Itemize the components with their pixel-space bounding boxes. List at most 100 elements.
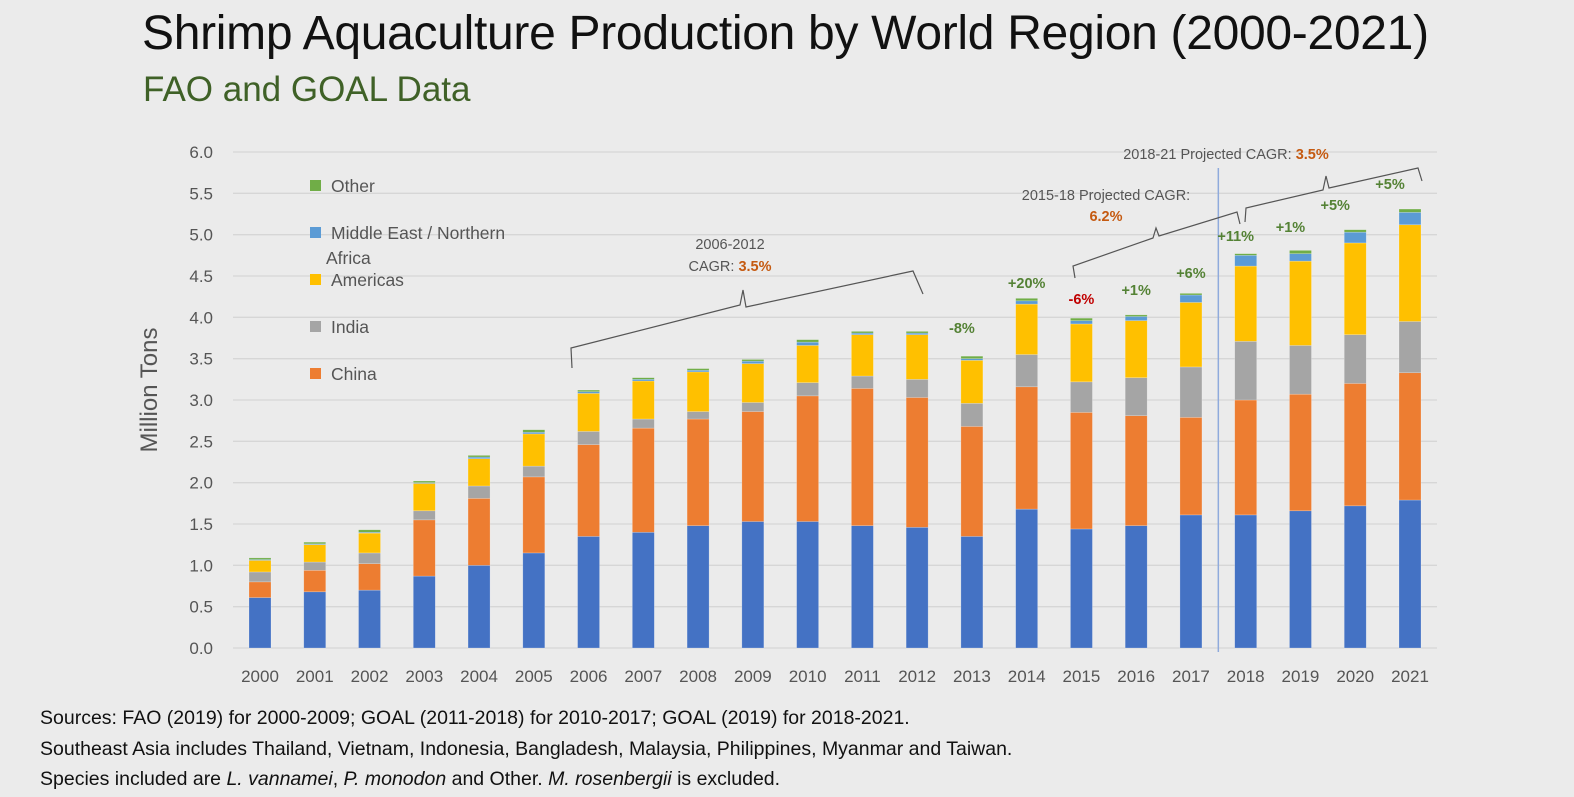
bar-segment-china <box>796 395 819 522</box>
x-tick-label: 2014 <box>1008 667 1046 686</box>
notes-species-text: and Other. <box>446 768 549 790</box>
legend-label: India <box>331 317 369 337</box>
bar-segment-middle-east-northern-africa <box>1070 320 1093 325</box>
notes-southeast-asia: Southeast Asia includes Thailand, Vietna… <box>40 737 1013 760</box>
bar-segment-china <box>905 397 929 528</box>
yoy-change-label: +20% <box>1008 276 1046 292</box>
species-name: L. vannamei <box>226 768 333 790</box>
bar-segment-southeast-asia <box>412 575 436 649</box>
bar-stack <box>686 368 710 649</box>
x-axis-ticks: 2000 2001 2002 2003 2004 2005 2006 2007 2008 2009… <box>241 667 1429 686</box>
brace-2018-2021 <box>1244 167 1423 223</box>
bar-segment-other <box>1398 208 1422 213</box>
x-tick-label: 2012 <box>898 667 936 686</box>
cagr-2006-2012-title: 2006-2012 <box>695 237 764 253</box>
legend-label: Other <box>331 176 375 196</box>
yoy-change-label: -6% <box>1069 292 1095 308</box>
bar-segment-india <box>303 561 327 571</box>
bar-segment-india <box>412 510 436 521</box>
bar-segment-southeast-asia <box>522 552 546 649</box>
bar-stack <box>1343 229 1367 649</box>
bar-segment-americas <box>1343 242 1367 335</box>
bar-segment-china <box>1289 393 1312 512</box>
bar-segment-china <box>1179 417 1203 516</box>
bar-segment-americas <box>1234 265 1258 342</box>
bar-segment-middle-east-northern-africa <box>1234 255 1258 267</box>
x-tick-label: 2004 <box>460 667 498 686</box>
bar-segment-other <box>1179 293 1203 296</box>
bar-segment-china <box>1124 415 1148 526</box>
x-tick-label: 2021 <box>1391 667 1429 686</box>
bar-segment-other <box>632 377 655 380</box>
x-tick-label: 2000 <box>241 667 279 686</box>
bar-segment-southeast-asia <box>1289 510 1312 649</box>
bar-segment-southeast-asia <box>1015 508 1038 649</box>
bar-segment-southeast-asia <box>248 597 272 649</box>
bar-segment-southeast-asia <box>1398 499 1422 649</box>
yoy-labels: -8% +20% -6% +1% +6% +11% +1% +5% +5% <box>949 177 1405 337</box>
bar-segment-india <box>522 465 546 478</box>
bar-segment-americas <box>522 433 546 467</box>
cagr-2006-2012-label: CAGR: 3.5% <box>688 259 771 275</box>
bar-segment-india <box>1070 381 1093 413</box>
y-tick-label: 5.0 <box>189 226 213 245</box>
bar-segment-middle-east-northern-africa <box>851 332 874 335</box>
x-tick-label: 2011 <box>844 667 881 686</box>
x-tick-label: 2009 <box>734 667 772 686</box>
notes-species: Species included are L. vannamei, P. mon… <box>40 764 1012 795</box>
bar-segment-middle-east-northern-africa <box>1289 253 1312 262</box>
bar-segment-china <box>741 411 765 522</box>
annotations: 2006-2012 CAGR: 3.5% 2015-18 Projected CAG… <box>570 147 1423 652</box>
cagr-2015-2018-title: 2015-18 Projected CAGR: <box>1022 188 1190 204</box>
y-tick-label: 3.5 <box>189 350 213 369</box>
bar-segment-india <box>1179 366 1203 418</box>
bar-segment-other <box>1070 317 1093 321</box>
bar-segment-americas <box>1070 323 1093 383</box>
bar-segment-southeast-asia <box>960 536 984 649</box>
x-tick-label: 2019 <box>1282 667 1320 686</box>
bar-segment-china <box>1234 399 1258 516</box>
bar-segment-other <box>412 480 436 483</box>
bar-segment-china <box>1343 383 1367 507</box>
bar-segment-americas <box>248 560 272 573</box>
bar-segment-southeast-asia <box>1234 514 1258 649</box>
bar-segment-americas <box>1015 303 1038 355</box>
bar-segment-southeast-asia <box>467 565 491 649</box>
bar-segment-southeast-asia <box>577 536 600 649</box>
x-tick-label: 2002 <box>351 667 389 686</box>
bar-segment-americas <box>1398 224 1422 322</box>
bar-segment-middle-east-northern-africa <box>905 332 929 335</box>
yoy-change-label: -8% <box>949 321 975 337</box>
legend-label-continued: Africa <box>326 248 371 268</box>
y-tick-label: 5.5 <box>189 184 213 203</box>
bar-stack <box>1289 250 1312 649</box>
legend-swatch <box>310 321 321 332</box>
bar-segment-southeast-asia <box>1343 505 1367 649</box>
bar-segment-other <box>960 355 984 359</box>
bar-stack <box>1070 317 1093 649</box>
x-tick-label: 2020 <box>1336 667 1374 686</box>
legend-swatch <box>310 227 321 238</box>
bar-segment-americas <box>1179 302 1203 368</box>
x-tick-label: 2016 <box>1117 667 1155 686</box>
y-tick-label: 0.5 <box>189 598 213 617</box>
bar-segment-americas <box>358 532 381 554</box>
source-notes: Sources: FAO (2019) for 2000-2009; GOAL … <box>40 703 1012 795</box>
y-tick-label: 2.5 <box>189 432 213 451</box>
yoy-change-label: +5% <box>1375 177 1405 193</box>
bar-segment-americas <box>905 334 929 380</box>
bar-segment-other <box>686 368 710 371</box>
bar-segment-americas <box>686 371 710 412</box>
bar-segment-china <box>632 427 655 533</box>
bar-segment-southeast-asia <box>1179 514 1203 649</box>
bar-stack <box>632 377 655 649</box>
bar-segment-middle-east-northern-africa <box>1343 231 1367 244</box>
bar-segment-other <box>358 529 381 533</box>
bar-stack <box>796 339 819 649</box>
x-tick-label: 2003 <box>405 667 443 686</box>
y-tick-label: 4.5 <box>189 267 213 286</box>
legend-swatch <box>310 274 321 285</box>
y-axis-ticks: 0.0 0.5 1.0 1.5 2.0 2.5 3.0 3.5 4.0 4.5 5.0 5.5 6.0 <box>189 143 213 658</box>
bar-segment-middle-east-northern-africa <box>303 543 327 545</box>
bar-segment-china <box>577 444 600 537</box>
